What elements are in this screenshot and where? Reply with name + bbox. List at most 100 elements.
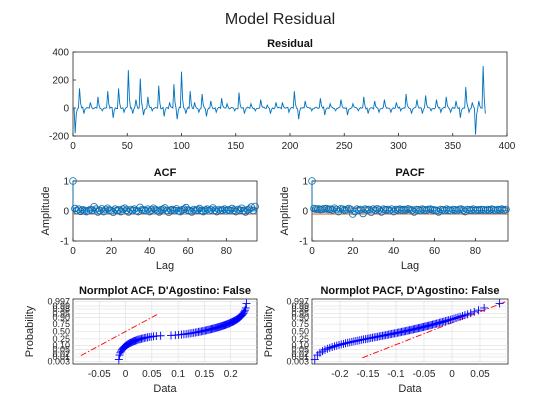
stem-marker (103, 204, 112, 213)
stem-marker (447, 206, 455, 215)
stem-marker (220, 205, 229, 214)
axes-title: ACF (154, 167, 177, 179)
y-tick-label: 0.25 (52, 334, 70, 344)
x-tick-label: -0.15 (357, 369, 380, 380)
stem-marker (90, 203, 98, 211)
stem-marker (432, 206, 441, 215)
stem-marker (203, 205, 211, 214)
stem-marker (434, 208, 443, 216)
stem-marker (469, 205, 478, 214)
y-tick-label: 0 (63, 104, 69, 115)
x-axis-label: Data (398, 383, 422, 395)
stem-marker (461, 207, 469, 216)
stem-marker (159, 205, 167, 214)
y-tick-label: 0.98 (52, 304, 70, 314)
stem-marker (235, 206, 244, 214)
stem-marker (73, 206, 81, 215)
stem-marker (416, 206, 425, 215)
stem-marker (69, 177, 77, 185)
stem-marker (205, 206, 213, 215)
stem-marker (186, 206, 194, 215)
stem-marker (410, 208, 418, 216)
stem-marker (207, 206, 215, 214)
stem-marker (226, 206, 234, 215)
y-tick-label: 0.02 (52, 349, 70, 359)
sample-point-marker (495, 299, 504, 308)
y-tick-label: -1 (60, 237, 69, 248)
x-tick-label: -0.05 (413, 369, 436, 380)
sample-point-marker (341, 339, 350, 348)
stem-marker (349, 210, 357, 218)
x-tick-label: 80 (221, 246, 233, 257)
y-tick-label: 0 (63, 207, 69, 218)
x-tick-label: 0.05 (470, 369, 490, 380)
x-tick-label: 0 (70, 246, 76, 257)
x-tick-label: 250 (336, 141, 353, 152)
x-tick-label: 0.2 (224, 369, 238, 380)
stem-marker (143, 205, 152, 214)
x-tick-label: 0.05 (142, 369, 162, 380)
stem-marker (136, 203, 144, 212)
sample-point-marker (470, 307, 479, 316)
stem-marker (153, 206, 162, 215)
sample-point-marker (242, 299, 251, 308)
reference-fit-line (80, 314, 158, 356)
y-tick-label: 0.75 (291, 319, 309, 329)
stem-marker (308, 177, 316, 185)
axes-title: PACF (395, 167, 424, 179)
stem-marker (222, 206, 231, 215)
stem-marker (201, 206, 210, 214)
sample-point-marker (449, 314, 458, 323)
y-axis-label: Probability (263, 305, 275, 357)
y-tick-label: 0 (302, 207, 308, 218)
stem-marker (82, 207, 91, 216)
stem-marker (408, 206, 416, 214)
stem-marker (357, 205, 365, 214)
sample-point-marker (448, 315, 457, 324)
stem-marker (122, 206, 131, 214)
stem-marker (174, 206, 183, 215)
sample-point-marker (453, 313, 462, 322)
x-tick-label: 400 (499, 141, 516, 152)
sample-point-marker (343, 338, 352, 347)
stem-marker (155, 208, 164, 216)
sample-point-marker (446, 315, 455, 324)
x-axis-label: Lag (156, 260, 174, 272)
x-tick-label: 300 (390, 141, 407, 152)
stem-marker (249, 206, 257, 215)
y-tick-label: 0.10 (52, 341, 70, 351)
stem-marker (96, 206, 104, 215)
y-tick-label: 0.25 (291, 334, 309, 344)
stem-marker (126, 205, 135, 214)
residual-series-line (73, 65, 486, 135)
y-tick-label: -200 (49, 132, 69, 143)
stem-marker (130, 205, 139, 214)
stem-marker (346, 205, 355, 214)
stem-marker (375, 206, 384, 214)
sample-point-marker (441, 317, 450, 326)
stem-marker (74, 205, 83, 214)
y-tick-label: 1 (302, 177, 308, 188)
stem-marker (161, 204, 169, 212)
stem-marker (92, 205, 100, 214)
stem-marker (334, 207, 343, 216)
y-tick-label: 0.01 (52, 352, 70, 362)
y-tick-label: 0.997 (47, 296, 70, 306)
stem-marker (170, 206, 179, 215)
sample-point-marker (240, 307, 249, 316)
sample-point-marker (337, 340, 346, 349)
x-tick-label: 0 (309, 246, 315, 257)
stem-marker (128, 206, 137, 215)
stem-marker (239, 206, 248, 215)
stem-marker (387, 205, 396, 214)
stem-marker (193, 206, 202, 214)
stem-marker (134, 207, 142, 216)
y-tick-label: 0.10 (291, 341, 309, 351)
stem-marker (230, 206, 238, 214)
stem-marker (165, 208, 173, 217)
stem-marker (199, 207, 208, 216)
sample-point-marker (474, 306, 483, 315)
normplot-pacf-axes: Normplot PACF, D'Agostino: False -0.2 -0.1… (263, 285, 509, 395)
